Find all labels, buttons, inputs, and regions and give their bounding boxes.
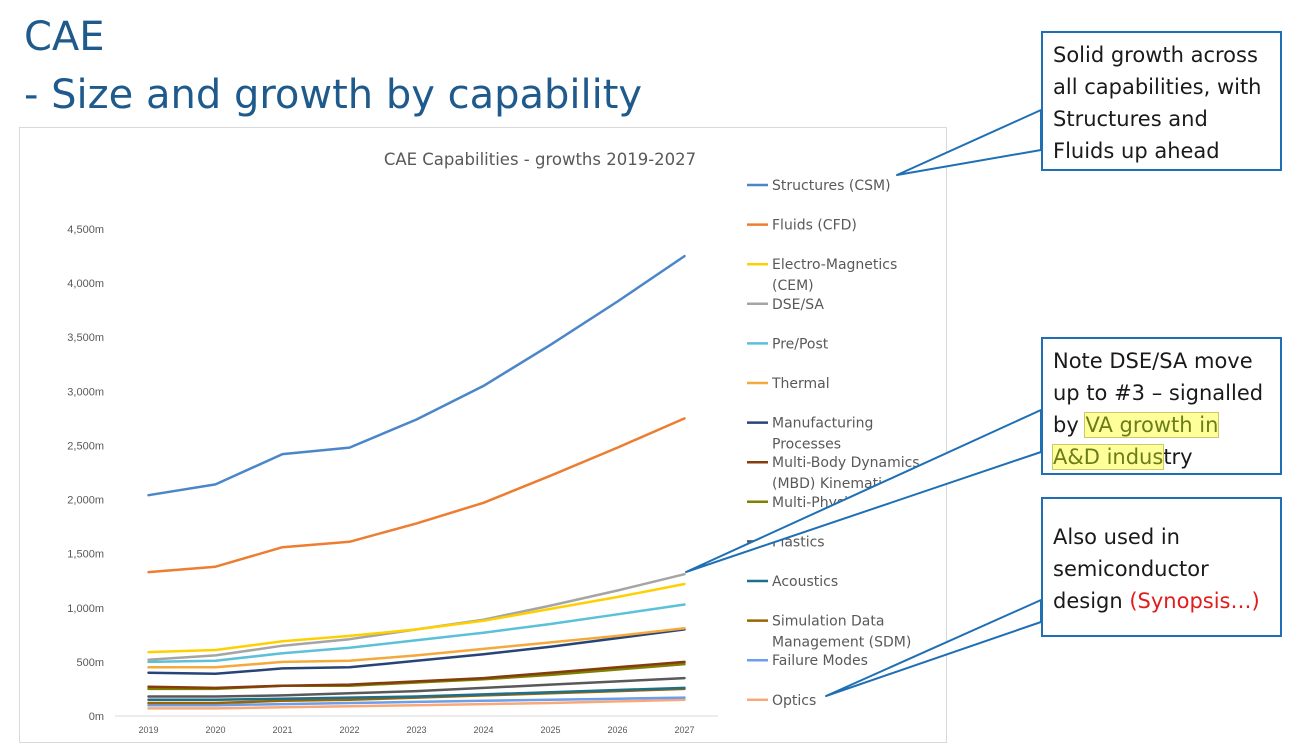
series-line <box>147 676 686 698</box>
legend-label-line: Simulation Data <box>772 614 884 630</box>
legend-label-line: DSE/SA <box>772 297 824 313</box>
legend-label-line: Processes <box>772 437 841 453</box>
series-line <box>147 660 686 690</box>
y-tick-label: 3,500m <box>67 332 104 344</box>
legend-label: Simulation Data Management (SDM) <box>772 614 911 651</box>
legend-label-line: Pre/Post <box>772 336 829 352</box>
legend-label-line: Management (SDM) <box>772 635 911 651</box>
x-tick-label: 2022 <box>339 725 359 735</box>
legend-label-line: Thermal <box>771 376 830 392</box>
legend-label: Acoustics <box>772 574 838 590</box>
y-tick-label: 1,500m <box>67 549 104 561</box>
legend-label-line: Plastics <box>772 534 825 550</box>
legend-label-line: Structures (CSM) <box>772 178 891 194</box>
x-tick-label: 2020 <box>205 725 225 735</box>
legend-label: Pre/Post <box>772 336 829 352</box>
legend-label-line: Manufacturing <box>772 416 873 432</box>
legend-label: Manufacturing Processes <box>772 416 873 453</box>
legend-label: Multi-Body Dynamics (MBD) Kinematics <box>772 455 920 492</box>
y-tick-label: 500m <box>76 657 104 669</box>
legend-label: Optics <box>772 693 816 709</box>
legend-label-line: Electro-Magnetics <box>772 257 897 273</box>
legend-label: Structures (CSM) <box>772 178 891 194</box>
series-line <box>147 698 686 710</box>
legend-label-line: (MBD) Kinematics <box>772 476 897 492</box>
legend-label-line: Optics <box>772 693 816 709</box>
series-line <box>147 603 686 664</box>
series-line <box>147 254 686 497</box>
slide-title-line-2: - Size and growth by capability <box>24 72 643 118</box>
legend-label-line: Fluids (CFD) <box>772 218 857 234</box>
series-line <box>147 417 686 574</box>
legend-label-line: (CEM) <box>772 278 814 294</box>
series-line <box>147 582 686 654</box>
callout-semi-red: (Synopsis…) <box>1129 589 1260 613</box>
series-line <box>147 628 686 676</box>
legend-label-line: Multi-Physics <box>772 495 863 511</box>
x-tick-label: 2023 <box>406 725 426 735</box>
legend-label-line: Multi-Body Dynamics <box>772 455 920 471</box>
legend-label-line: Acoustics <box>772 574 838 590</box>
legend-label: Multi-Physics <box>772 495 863 511</box>
legend-label: Thermal <box>771 376 830 392</box>
legend-label: Fluids (CFD) <box>772 218 857 234</box>
callout-dse: Note DSE/SA move up to #3 – signalled by… <box>1041 337 1282 475</box>
x-tick-label: 2024 <box>473 725 493 735</box>
callout-growth: Solid growth across all capabilities, wi… <box>1041 31 1282 171</box>
y-tick-label: 1,000m <box>67 603 104 615</box>
y-tick-label: 2,500m <box>67 440 104 452</box>
callout-semi-text: Also used in semiconductor design <box>1053 525 1209 613</box>
x-tick-label: 2025 <box>540 725 560 735</box>
y-tick-label: 4,500m <box>67 224 104 236</box>
x-tick-label: 2019 <box>138 725 158 735</box>
slide-title: CAE - Size and growth by capability <box>24 8 642 124</box>
chart-title: CAE Capabilities - growths 2019-2027 <box>384 150 696 169</box>
y-tick-label: 2,000m <box>67 495 104 507</box>
x-tick-label: 2026 <box>607 725 627 735</box>
slide-title-line-1: CAE <box>24 14 105 60</box>
x-tick-label: 2021 <box>272 725 292 735</box>
legend-label: Electro-Magnetics (CEM) <box>772 257 897 294</box>
y-tick-label: 0m <box>89 711 104 723</box>
legend-label: Failure Modes <box>772 653 868 669</box>
y-tick-label: 3,000m <box>67 386 104 398</box>
series-line <box>147 696 686 707</box>
series-line <box>147 686 686 702</box>
legend-label: Plastics <box>772 534 825 550</box>
legend-label-line: Failure Modes <box>772 653 868 669</box>
chart-frame: CAE Capabilities - growths 2019-2027 0m 50… <box>19 127 947 743</box>
series-line <box>147 627 686 669</box>
y-tick-label: 4,000m <box>67 278 104 290</box>
callout-dse-text-1: Note DSE/SA move up to #3 – signalled by <box>1053 349 1264 437</box>
callout-semiconductor: Also used in semiconductor design (Synop… <box>1041 497 1282 637</box>
callout-dse-text-2: try <box>1163 445 1193 469</box>
line-chart: CAE Capabilities - growths 2019-2027 0m 50… <box>67 150 920 735</box>
legend-label: DSE/SA <box>772 297 824 313</box>
callout-growth-text: Solid growth across all capabilities, wi… <box>1053 43 1262 163</box>
x-tick-label: 2027 <box>674 725 694 735</box>
